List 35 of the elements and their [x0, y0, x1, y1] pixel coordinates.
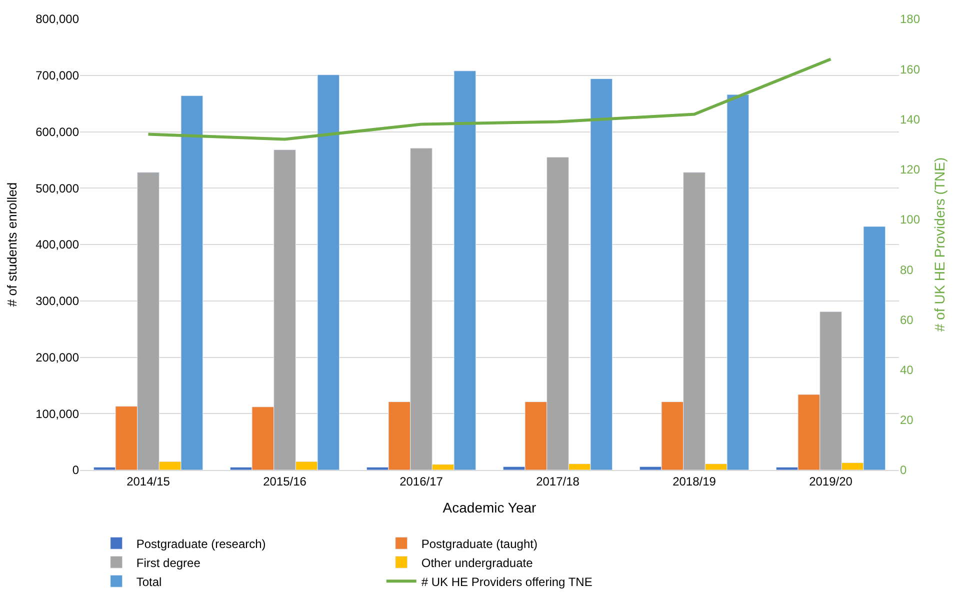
- x-axis-title: Academic Year: [442, 500, 537, 516]
- y2-tick-label: 180: [900, 12, 920, 26]
- y-tick-label: 400,000: [36, 238, 80, 252]
- y2-tick-label: 80: [900, 262, 914, 277]
- y2-tick-label: 100: [900, 212, 920, 227]
- x-tick-label: 2018/19: [672, 474, 716, 488]
- y2-tick-label: 140: [900, 112, 920, 126]
- x-tick-label: 2017/18: [536, 474, 580, 488]
- y-tick-label: 0: [72, 463, 80, 478]
- y-tick-label: 100,000: [36, 406, 80, 421]
- x-tick-label: 2014/15: [126, 474, 170, 488]
- y2-tick-label: 120: [900, 162, 920, 177]
- y2-tick-label: 160: [900, 62, 920, 76]
- y-axis-title: # of students enrolled: [4, 182, 20, 307]
- x-tick-label: 2015/16: [263, 474, 307, 488]
- x-tick-label: 2016/17: [400, 474, 444, 488]
- y2-axis-title: # of UK HE Providers (TNE): [932, 157, 948, 332]
- x-tick-label: 2019/20: [809, 474, 853, 488]
- legend-label: Total: [136, 574, 162, 589]
- y-tick-label: 600,000: [36, 124, 80, 139]
- legend-label: Postgraduate (taught): [421, 536, 538, 551]
- y-tick-label: 200,000: [36, 350, 80, 364]
- y-tick-label: 300,000: [36, 294, 80, 308]
- legend-label: # UK HE Providers offering TNE: [421, 574, 592, 589]
- legend-label: Postgraduate (research): [136, 536, 266, 551]
- y2-tick-label: 20: [900, 413, 914, 428]
- y2-tick-label: 0: [900, 463, 907, 478]
- y2-tick-label: 60: [900, 312, 914, 327]
- legend-label: First degree: [136, 556, 201, 570]
- y2-tick-label: 40: [900, 362, 914, 377]
- y-tick-label: 500,000: [36, 181, 80, 196]
- line-series: [146, 58, 832, 141]
- y-tick-label: 800,000: [36, 12, 80, 26]
- legend-label: Other undergraduate: [421, 556, 534, 570]
- y-tick-label: 700,000: [36, 68, 80, 83]
